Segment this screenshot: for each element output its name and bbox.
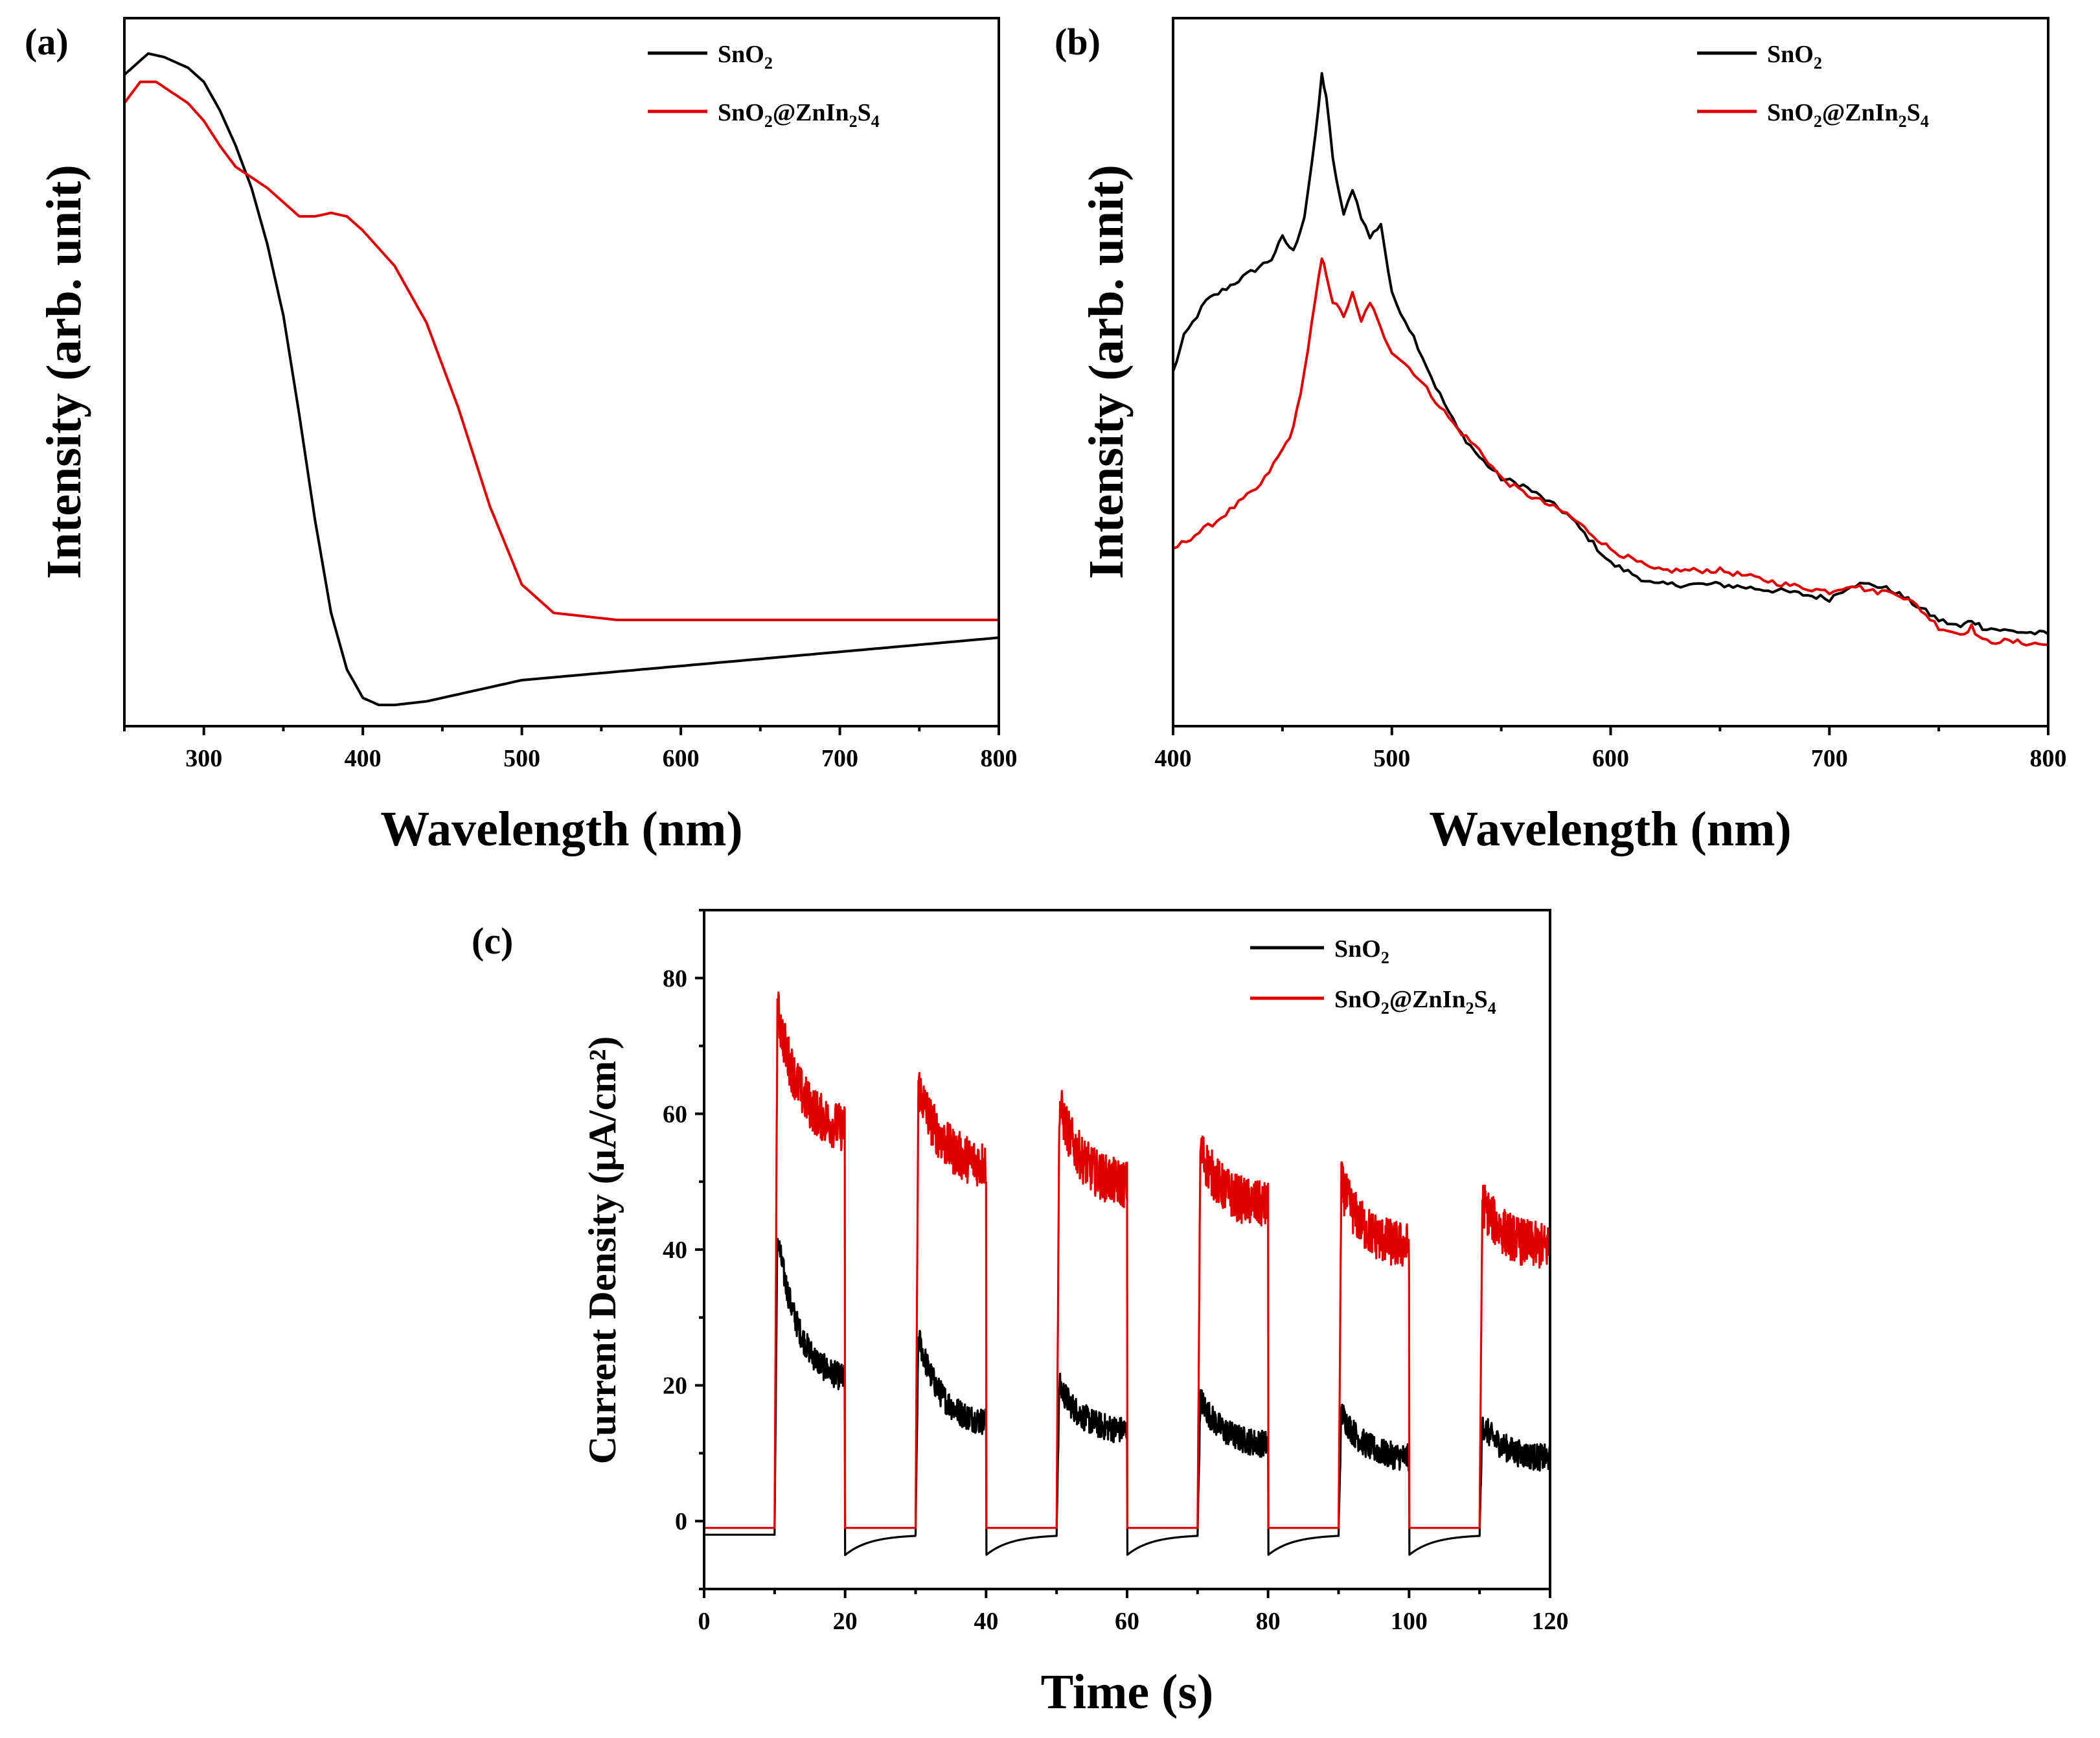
panel-b-x-ticks: 400 500 600 700 800 <box>1155 726 2067 772</box>
panel-c-x-axis-label: Time (s) <box>1041 1665 1214 1719</box>
x-tick-label: 60 <box>1115 1608 1139 1635</box>
panel-a-x-axis-label: Wavelength (nm) <box>380 802 742 856</box>
panel-c-legend-sno2: SnO2​ <box>1334 935 1389 967</box>
y-tick-label: 20 <box>663 1373 687 1400</box>
panel-a-frame <box>123 17 1000 727</box>
panel-c: (c) 0 20 40 60 80 100 120 0 20 40 60 80 Time (s) C… <box>472 909 1569 1719</box>
panel-a-legend-sno2: SnO2​ <box>718 41 773 73</box>
y-tick-label: 0 <box>675 1508 687 1535</box>
x-tick-label: 120 <box>1532 1608 1569 1635</box>
panel-b-legend: SnO2​ SnO2​@ZnIn2​S4​ <box>1697 41 1929 131</box>
x-tick-label: 100 <box>1391 1608 1428 1635</box>
x-tick-label: 0 <box>698 1608 711 1635</box>
x-tick-label: 400 <box>345 745 382 772</box>
panel-b-legend-composite: SnO2​@ZnIn2​S4​ <box>1767 99 1929 131</box>
x-tick-label: 800 <box>2030 745 2067 772</box>
x-tick-label: 300 <box>185 745 222 772</box>
x-tick-label: 20 <box>833 1608 858 1635</box>
x-tick-label: 700 <box>821 745 858 772</box>
x-tick-label: 800 <box>981 745 1018 772</box>
panel-a-y-axis-label: Intensity (arb. unit) <box>37 165 91 579</box>
x-tick-label: 500 <box>503 745 540 772</box>
panel-c-y-axis-label: Current Density (μA/cm²) <box>581 1036 624 1465</box>
panel-a: (a) 300 400 500 600 700 800 Wavelength (nm) I… <box>25 17 1018 856</box>
series-line-sno2-znin2s4 <box>1172 257 2049 647</box>
panel-b-x-axis-label: Wavelength (nm) <box>1429 802 1791 856</box>
panel-b-label: (b) <box>1055 21 1101 63</box>
x-tick-label: 40 <box>974 1608 998 1635</box>
x-tick-label: 600 <box>1592 745 1629 772</box>
panel-a-label: (a) <box>25 21 69 63</box>
x-tick-label: 500 <box>1373 745 1410 772</box>
series-line-sno2-znin2s4 <box>123 80 999 621</box>
panel-c-x-ticks: 0 20 40 60 80 100 120 <box>698 1589 1569 1635</box>
y-tick-label: 40 <box>663 1237 687 1264</box>
panel-c-y-ticks: 0 20 40 60 80 <box>663 909 704 1590</box>
panel-a-legend: SnO2​ SnO2​@ZnIn2​S4​ <box>648 41 880 131</box>
panel-a-plot-area <box>123 52 999 707</box>
panel-b-legend-sno2: SnO2​ <box>1767 41 1822 73</box>
series-line-sno2 <box>123 52 999 707</box>
y-tick-label: 60 <box>663 1101 687 1128</box>
panel-c-label: (c) <box>472 920 513 962</box>
panel-c-legend-composite: SnO2​@ZnIn2​S4​ <box>1334 986 1496 1018</box>
x-tick-label: 600 <box>663 745 700 772</box>
panel-a-legend-composite: SnO2​@ZnIn2​S4​ <box>718 99 880 131</box>
panel-b: (b) 400 500 600 700 800 Wavelength (nm) Inte… <box>1055 17 2067 856</box>
panel-b-plot-area <box>1172 72 2049 647</box>
series-line-sno2 <box>1172 72 2049 635</box>
y-tick-label: 80 <box>663 965 687 992</box>
panel-c-plot-area <box>703 991 1551 1557</box>
panel-c-legend: SnO2​ SnO2​@ZnIn2​S4​ <box>1250 935 1496 1018</box>
x-tick-label: 400 <box>1155 745 1192 772</box>
panel-a-x-ticks: 300 400 500 600 700 800 <box>123 726 1018 772</box>
x-tick-label: 700 <box>1811 745 1848 772</box>
panel-b-y-axis-label: Intensity (arb. unit) <box>1079 165 1134 579</box>
x-tick-label: 80 <box>1256 1608 1281 1635</box>
series-line-sno2-znin2s4 <box>703 991 1551 1529</box>
